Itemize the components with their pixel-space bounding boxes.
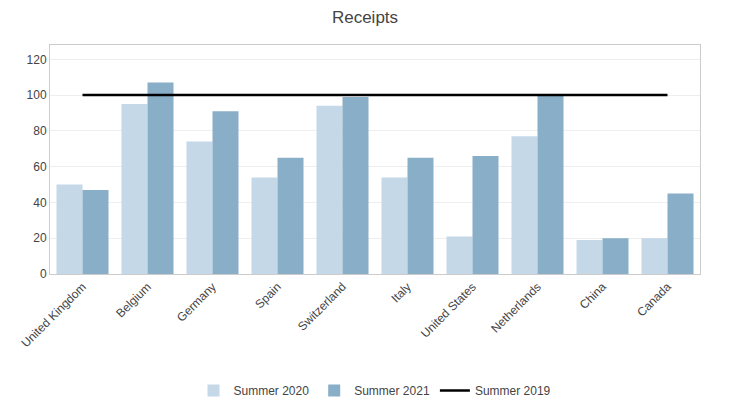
svg-text:Receipts: Receipts [332, 8, 398, 27]
svg-text:United States: United States [418, 280, 479, 341]
svg-text:40: 40 [33, 196, 47, 210]
svg-text:Summer 2020: Summer 2020 [234, 384, 310, 398]
svg-text:Italy: Italy [388, 280, 413, 305]
svg-text:Spain: Spain [252, 280, 284, 312]
svg-text:60: 60 [33, 160, 47, 174]
svg-text:20: 20 [33, 231, 47, 245]
svg-text:Germany: Germany [174, 280, 219, 325]
svg-text:Switzerland: Switzerland [295, 280, 349, 334]
svg-text:United Kingdom: United Kingdom [19, 280, 89, 350]
svg-text:120: 120 [27, 53, 47, 67]
svg-text:80: 80 [33, 124, 47, 138]
svg-text:0: 0 [40, 267, 47, 281]
svg-text:China: China [577, 280, 609, 312]
svg-text:Summer 2019: Summer 2019 [475, 384, 551, 398]
svg-text:Netherlands: Netherlands [488, 280, 544, 336]
svg-text:100: 100 [27, 88, 47, 102]
svg-text:Summer 2021: Summer 2021 [354, 384, 430, 398]
svg-text:Belgium: Belgium [113, 280, 154, 321]
svg-text:Canada: Canada [634, 280, 674, 320]
